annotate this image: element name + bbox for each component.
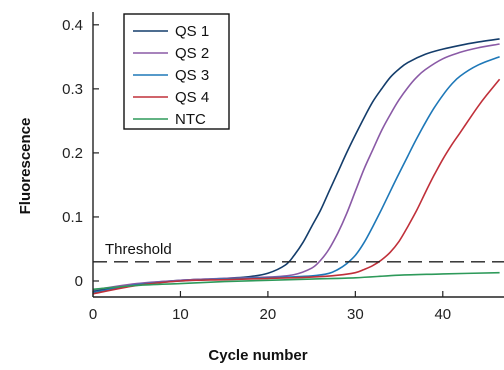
y-tick-label: 0: [75, 273, 83, 290]
y-tick-label: 0.2: [62, 145, 83, 162]
x-axis-title: Cycle number: [208, 347, 307, 364]
y-tick-label: 0.4: [62, 17, 83, 34]
axes-layer: 0 0.1 0.2 0.3 0.4 0 10 20 30 40: [62, 12, 504, 323]
threshold-label: Threshold: [105, 241, 172, 258]
x-tick-label: 0: [89, 306, 97, 323]
series-line-qs-1: [92, 38, 500, 292]
legend-label-ntc: NTC: [175, 111, 206, 128]
legend-box: [123, 13, 230, 130]
legend-label-qs-4: QS 4: [175, 89, 209, 106]
y-tick-label: 0.1: [62, 209, 83, 226]
x-tick-label: 10: [172, 306, 189, 323]
y-axis-title: Fluorescence: [17, 118, 34, 215]
y-tick-label: 0.3: [62, 81, 83, 98]
legend: QS 1 QS 2 QS 3 QS 4 NTC: [123, 13, 230, 130]
legend-label-qs-1: QS 1: [175, 23, 209, 40]
series-layer: [92, 38, 501, 295]
x-tick-label: 30: [347, 306, 364, 323]
series-line-ntc: [92, 271, 500, 291]
threshold-layer: Threshold: [93, 241, 504, 263]
legend-label-qs-3: QS 3: [175, 67, 209, 84]
x-tick-label: 20: [260, 306, 277, 323]
legend-label-qs-2: QS 2: [175, 45, 209, 62]
x-tick-label: 40: [434, 306, 451, 323]
series-line-qs-4: [92, 78, 501, 295]
